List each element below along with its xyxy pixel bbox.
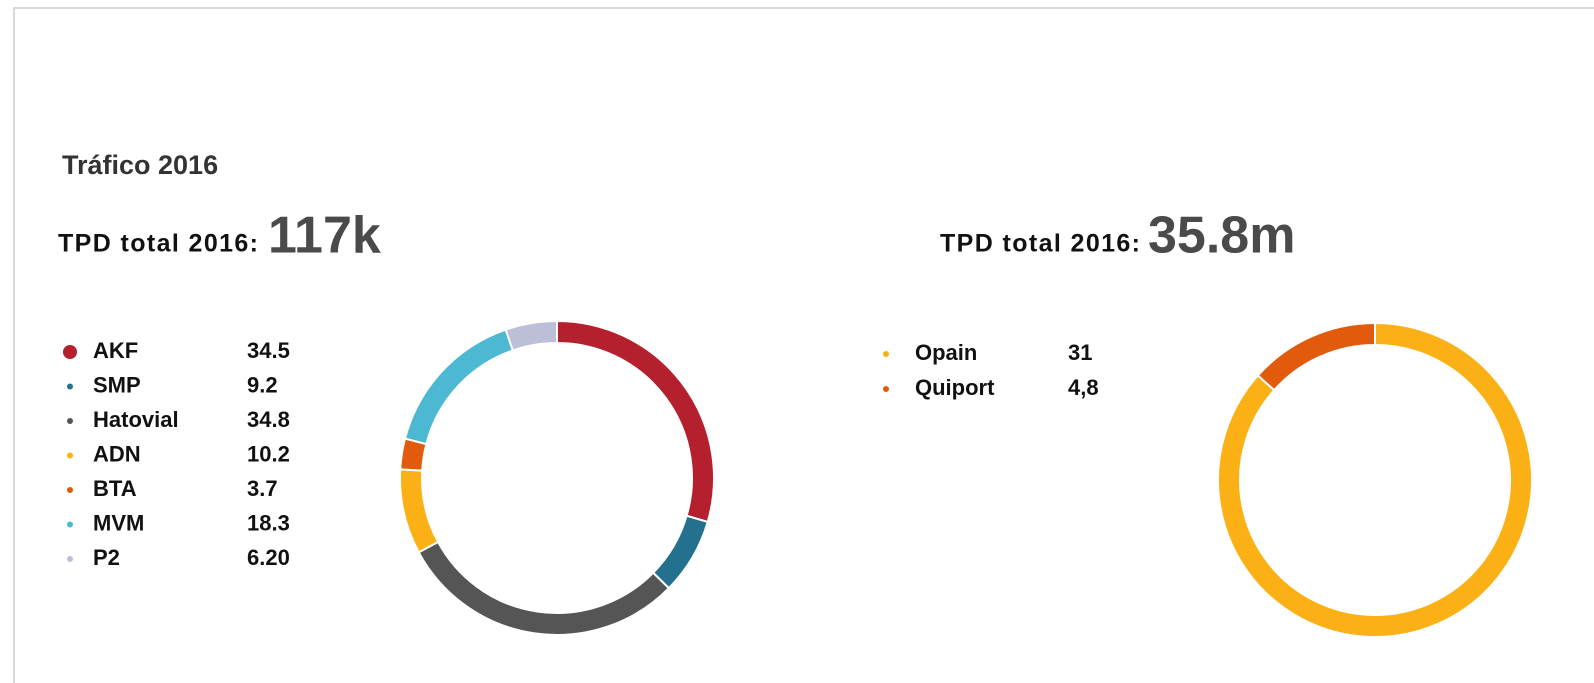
value-label: 18.3	[247, 510, 290, 535]
value-label: 3.7	[247, 476, 278, 501]
donut-segment	[504, 319, 558, 352]
donut-segment	[1256, 321, 1376, 392]
heading: Tráfico 2016	[62, 150, 218, 180]
legend-dot	[67, 418, 73, 424]
value-label: 34.5	[247, 338, 290, 363]
legend-dot	[67, 556, 73, 562]
legend-label: Opain	[915, 340, 977, 365]
chart-total: 117k	[268, 207, 381, 265]
legend-dot	[883, 386, 889, 392]
value-label: 34.8	[247, 407, 290, 432]
legend-dot	[67, 383, 73, 390]
chart-title: TPD total 2016:	[940, 230, 1140, 258]
value-label: 6.20	[247, 545, 290, 570]
legend-label: SMP	[93, 372, 141, 397]
legend-label: AKF	[93, 338, 138, 363]
value-label: 31	[1068, 340, 1092, 365]
legend-dot	[67, 487, 73, 493]
value-label: 10.2	[247, 441, 290, 466]
legend-label: BTA	[93, 476, 137, 501]
value-label: 4,8	[1068, 375, 1099, 400]
legend-dot	[63, 345, 77, 359]
legend-dot	[67, 521, 73, 528]
legend-label: P2	[93, 545, 120, 570]
chart-total: 35.8m	[1148, 207, 1295, 265]
legend-label: MVM	[93, 510, 144, 535]
legend-dot	[883, 351, 889, 357]
legend-label: Hatovial	[93, 407, 179, 432]
chart-title: TPD total 2016:	[58, 230, 258, 258]
legend-dot	[67, 452, 73, 459]
value-label: 9.2	[247, 372, 278, 397]
legend-label: ADN	[93, 441, 141, 466]
donut-segment	[1217, 321, 1533, 638]
legend-label: Quiport	[915, 375, 995, 400]
